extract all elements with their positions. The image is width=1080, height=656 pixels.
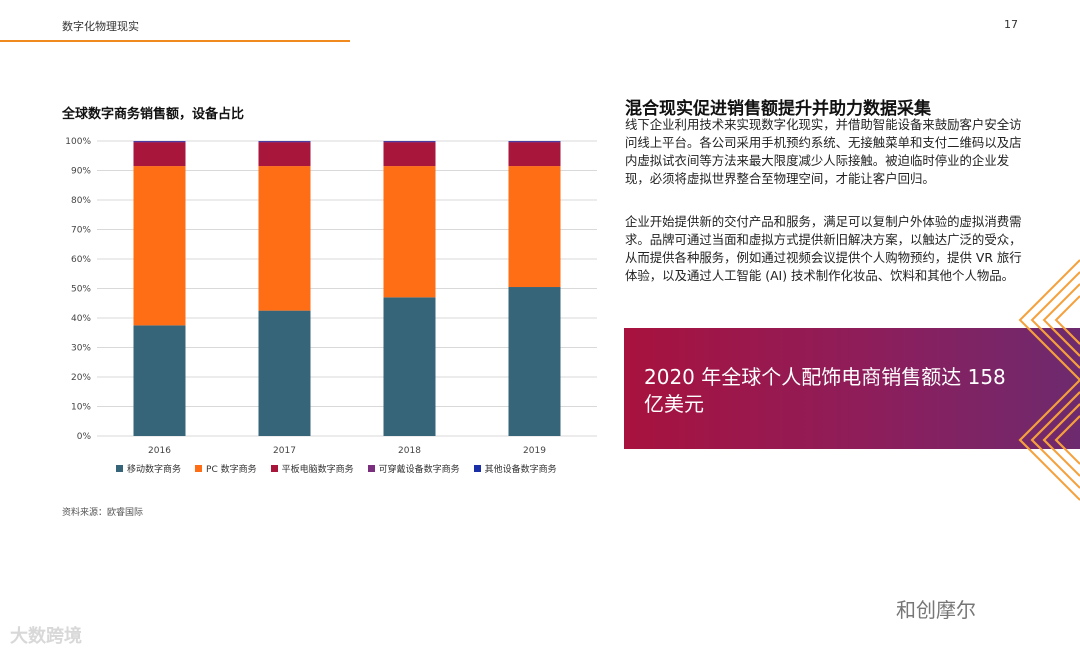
bar-segment [508,287,561,436]
bar-segment [508,141,561,142]
legend-item-tablet: 平板电脑数字商务 [270,462,354,475]
y-tick-label: 100% [65,137,91,147]
article-paragraph-1: 线下企业利用技术来实现数字化现实，并借助智能设备来鼓励客户安全访问线上平台。各公… [625,117,1022,186]
bar-segment [133,141,186,142]
y-tick-label: 80% [71,196,91,206]
x-tick-label: 2016 [148,446,171,456]
legend-item-wearable: 可穿戴设备数字商务 [367,462,460,475]
bar-segment [258,310,311,436]
legend-label: 平板电脑数字商务 [281,465,354,475]
chart-source: 资料来源：欧睿国际 [62,508,144,518]
stacked-bar-chart: 0% 10% 20% 30% 40% 50% 60% 70% 80% 90% 100% 2016 201… [65,137,597,456]
y-tick-label: 90% [71,167,91,177]
y-tick-label: 70% [71,226,91,236]
x-tick-label: 2018 [398,446,421,456]
page-number: 17 [1004,18,1018,31]
y-tick-label: 0% [77,432,92,442]
legend-swatch [116,465,123,472]
y-tick-label: 30% [71,344,91,354]
watermark-left: 大数跨境 [10,626,82,647]
bar-segment [508,166,561,288]
x-tick-label: 2019 [523,446,546,456]
bar-segment [258,142,311,167]
x-tick-label: 2017 [273,446,296,456]
legend-item-other: 其他设备数字商务 [473,462,557,475]
header-rule [0,40,350,42]
stripes-decoration [1018,259,1080,501]
y-tick-label: 50% [71,285,91,295]
legend-swatch [473,465,481,472]
bar-segment [383,141,436,143]
y-tick-label: 60% [71,255,91,265]
legend-item-pc: PC 数字商务 [195,462,257,475]
legend-item-mobile: 移动数字商务 [116,462,181,475]
chart-title: 全球数字商务销售额，设备占比 [62,107,245,122]
bar-segment [133,325,186,436]
callout-text: 2020 年全球个人配饰电商销售额达 158 亿美元 [644,365,1006,416]
bar-segment [383,166,436,298]
y-tick-label: 40% [71,314,91,324]
header-title: 数字化物理现实 [62,20,139,33]
article-title: 混合现实促进销售额提升并助力数据采集 [625,99,931,119]
bar-segment [133,141,186,143]
legend-label: 其他设备数字商务 [484,465,557,475]
legend-swatch [367,465,375,472]
bar-segment [508,142,561,167]
bar-segment [383,141,436,142]
legend-swatch [270,465,278,472]
y-tick-label: 10% [71,403,91,413]
bar-segment [508,141,561,143]
bar-segment [133,142,186,167]
legend-label: 可穿戴设备数字商务 [378,465,460,475]
chart-legend: 移动数字商务 PC 数字商务 平板电脑数字商务 可穿戴设备数字商务 其他设备数字… [116,462,557,475]
y-tick-label: 20% [71,373,91,383]
bar-segment [258,141,311,143]
bar-segment [133,166,186,326]
bar-segment [383,142,436,167]
article-paragraph-2: 企业开始提供新的交付产品和服务，满足可以复制户外体验的虚拟消费需求。品牌可通过当… [625,214,1022,283]
bar-segment [258,141,311,142]
legend-label: 移动数字商务 [127,465,182,475]
legend-label: PC 数字商务 [206,465,257,475]
legend-swatch [195,465,203,472]
bar-segment [383,297,436,436]
bar-segment [258,166,311,311]
watermark-right: 和创摩尔 [896,598,976,622]
